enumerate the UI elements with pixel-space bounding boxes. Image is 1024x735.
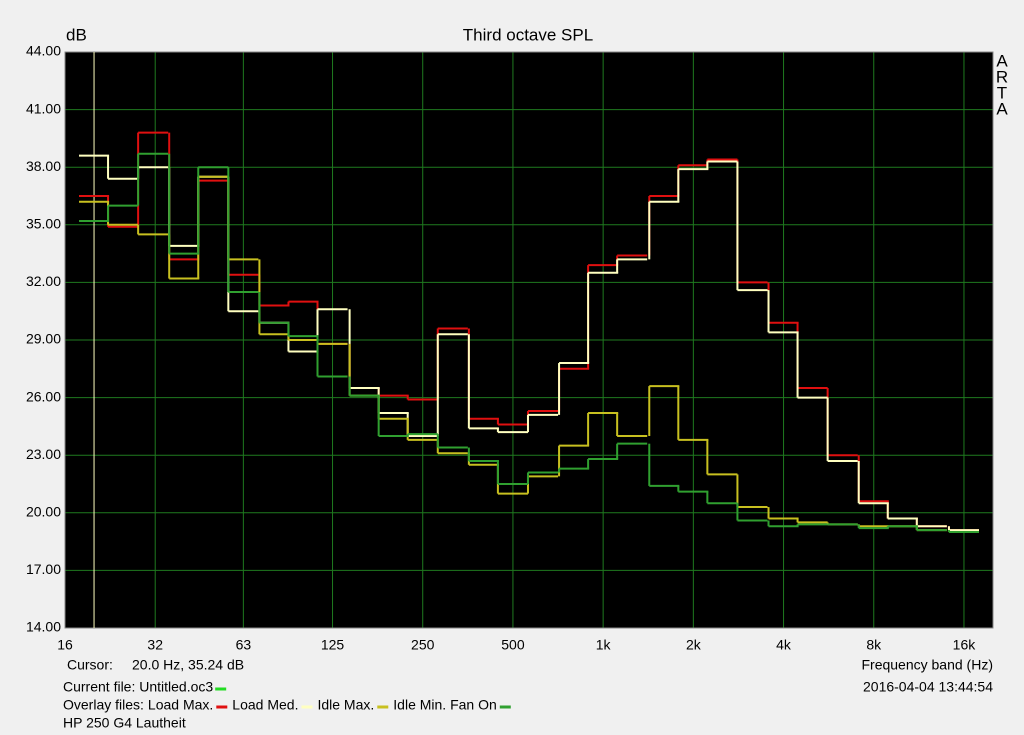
x-tick-label: 250 bbox=[411, 637, 435, 653]
y-tick-label: 38.00 bbox=[26, 158, 61, 174]
y-tick-label: 44.00 bbox=[26, 43, 61, 59]
plot-border bbox=[64, 51, 994, 629]
y-tick-label: 23.00 bbox=[26, 446, 61, 462]
y-tick-label: 26.00 bbox=[26, 388, 61, 404]
current-file: Current file: Untitled.oc3 bbox=[63, 679, 213, 695]
x-tick-label: 1k bbox=[596, 637, 612, 653]
watermark-letter: A bbox=[996, 51, 1008, 70]
x-tick-label: 16k bbox=[953, 637, 977, 653]
x-tick-label: 32 bbox=[147, 637, 163, 653]
y-tick-label: 35.00 bbox=[26, 216, 61, 232]
x-tick-label: 2k bbox=[686, 637, 702, 653]
x-tick-label: 8k bbox=[866, 637, 882, 653]
y-tick-label: 32.00 bbox=[26, 273, 61, 289]
x-tick-label: 16 bbox=[57, 637, 73, 653]
x-tick-label: 63 bbox=[236, 637, 252, 653]
x-tick-label: 125 bbox=[321, 637, 345, 653]
legend-entry: Idle Min. Fan On bbox=[393, 697, 497, 713]
y-tick-label: 41.00 bbox=[26, 100, 61, 116]
x-tick-label: 4k bbox=[776, 637, 792, 653]
footer: HP 250 G4 Lautheit bbox=[63, 715, 186, 731]
x-tick-label: 500 bbox=[501, 637, 525, 653]
chart-title: Third octave SPL bbox=[463, 25, 593, 44]
legend-entry: Idle Max. bbox=[317, 697, 374, 713]
y-tick-label: 29.00 bbox=[26, 331, 61, 347]
legend-entry: Load Max. bbox=[148, 697, 213, 713]
cursor-label: Cursor: bbox=[67, 657, 113, 673]
y-tick-label: 20.00 bbox=[26, 504, 61, 520]
watermark-letter: A bbox=[996, 99, 1008, 118]
y-tick-label: 14.00 bbox=[26, 619, 61, 635]
overlay-label: Overlay files: bbox=[63, 697, 144, 713]
watermark-letter: R bbox=[996, 67, 1008, 86]
y-tick-label: 17.00 bbox=[26, 561, 61, 577]
y-axis-label: dB bbox=[66, 25, 87, 44]
x-axis-label: Frequency band (Hz) bbox=[861, 657, 993, 673]
legend-entry: Load Med. bbox=[232, 697, 298, 713]
cursor-text: 20.0 Hz, 35.24 dB bbox=[132, 657, 244, 673]
timestamp: 2016-04-04 13:44:54 bbox=[863, 679, 993, 695]
watermark-letter: T bbox=[997, 83, 1007, 102]
